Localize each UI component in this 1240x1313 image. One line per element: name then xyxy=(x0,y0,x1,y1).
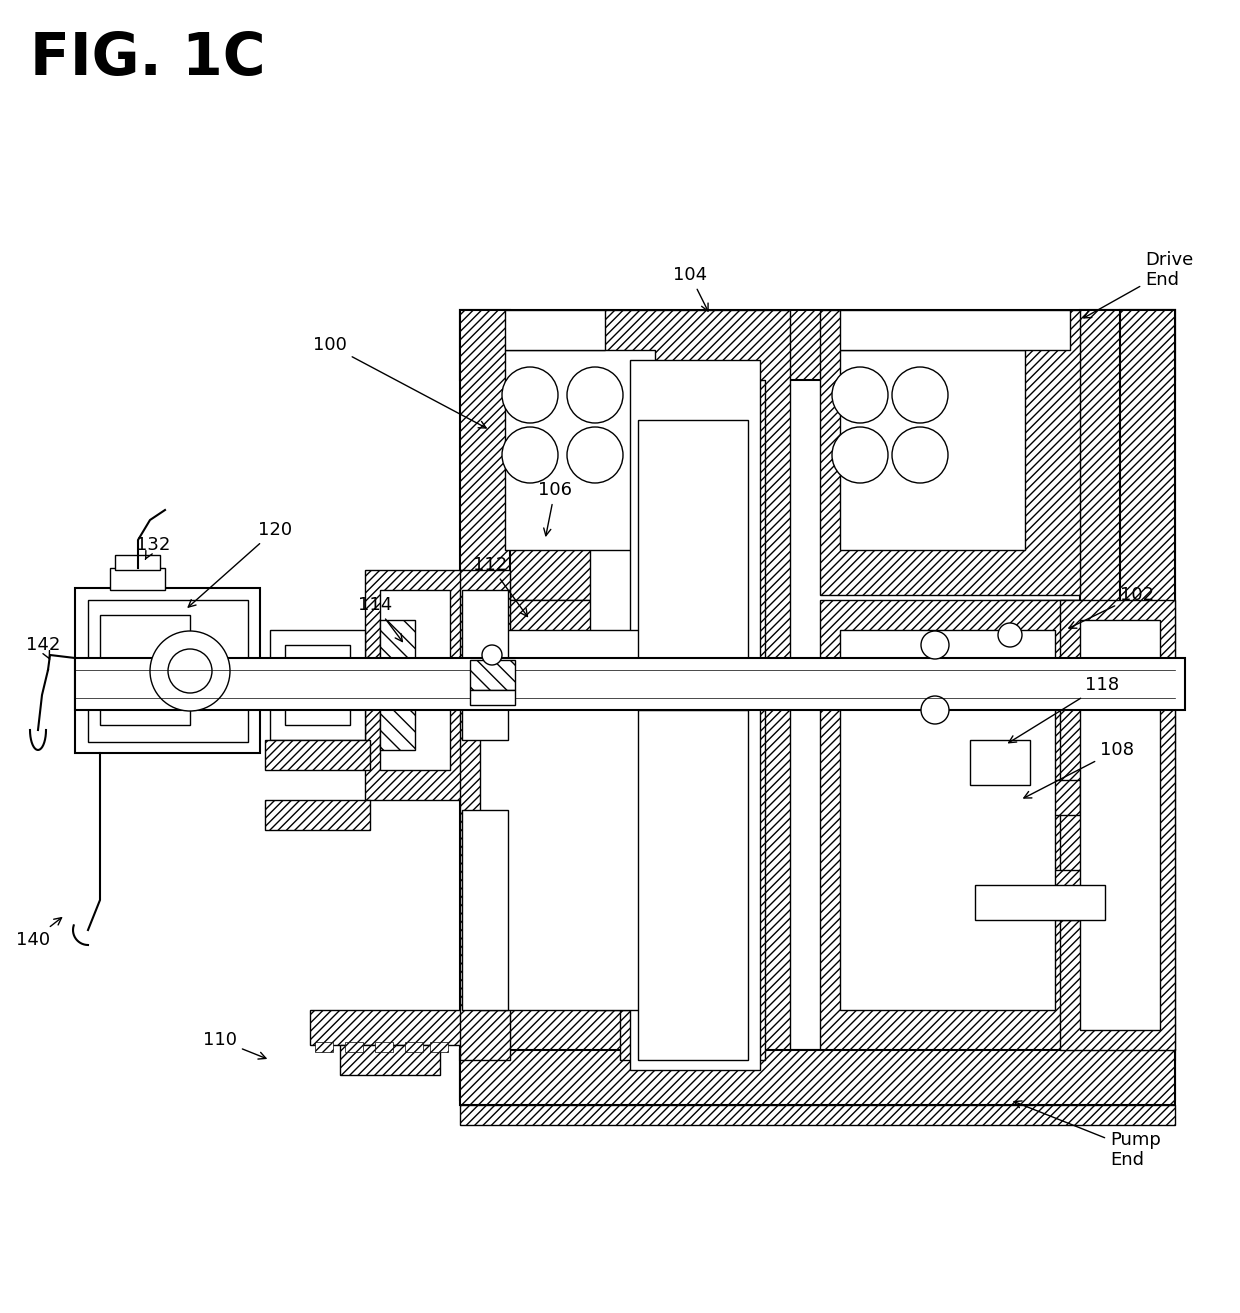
Bar xyxy=(460,1050,1176,1106)
Bar xyxy=(74,658,1185,710)
Bar xyxy=(1120,310,1176,1060)
Bar xyxy=(463,590,508,741)
Circle shape xyxy=(892,368,949,423)
Circle shape xyxy=(832,427,888,483)
Bar xyxy=(430,1043,448,1052)
Bar xyxy=(630,360,760,1070)
Bar xyxy=(960,871,1135,920)
Bar xyxy=(970,741,1030,785)
Bar xyxy=(590,429,665,1010)
Bar xyxy=(265,800,370,830)
Bar xyxy=(265,741,370,769)
Text: 102: 102 xyxy=(1069,586,1154,628)
Text: FIG. 1C: FIG. 1C xyxy=(30,30,265,87)
Text: 108: 108 xyxy=(1024,741,1135,798)
Bar xyxy=(839,351,1025,550)
Bar xyxy=(940,780,1080,815)
Bar xyxy=(405,1043,423,1052)
Text: 118: 118 xyxy=(1008,676,1120,743)
Bar xyxy=(460,840,560,1050)
Bar xyxy=(460,310,510,1060)
Circle shape xyxy=(921,696,949,723)
Bar xyxy=(820,310,1080,595)
Text: Drive
End: Drive End xyxy=(1084,251,1193,318)
Circle shape xyxy=(502,368,558,423)
Circle shape xyxy=(832,368,888,423)
Bar xyxy=(480,630,645,1010)
Text: 112: 112 xyxy=(472,555,527,617)
Bar xyxy=(460,570,510,1060)
Text: 110: 110 xyxy=(203,1031,265,1060)
Bar xyxy=(285,645,350,725)
Bar xyxy=(556,379,701,1050)
Text: 104: 104 xyxy=(673,267,708,311)
Bar xyxy=(505,351,655,550)
Text: 140: 140 xyxy=(16,918,62,949)
Bar xyxy=(365,570,465,800)
Bar xyxy=(1080,310,1176,1050)
Text: 120: 120 xyxy=(188,521,293,607)
Bar xyxy=(74,588,260,752)
Circle shape xyxy=(567,368,622,423)
Text: Pump
End: Pump End xyxy=(1014,1100,1161,1170)
Text: 142: 142 xyxy=(26,635,60,659)
Bar xyxy=(1060,600,1176,1050)
Bar xyxy=(1080,620,1159,1029)
Bar xyxy=(315,1043,334,1052)
Bar xyxy=(88,600,248,742)
Bar xyxy=(975,885,1105,920)
Bar xyxy=(639,658,748,710)
Bar xyxy=(460,1050,1176,1100)
Text: 114: 114 xyxy=(358,596,403,642)
Bar xyxy=(600,310,790,1070)
Bar xyxy=(100,614,190,725)
Bar xyxy=(505,310,605,351)
Bar xyxy=(374,1043,393,1052)
Bar xyxy=(820,600,1085,1050)
Bar xyxy=(620,379,765,1060)
Bar xyxy=(470,691,515,705)
Bar xyxy=(460,310,689,600)
Bar xyxy=(999,600,1080,691)
Bar xyxy=(839,310,1070,351)
Bar xyxy=(110,569,165,590)
Bar xyxy=(470,660,515,691)
Circle shape xyxy=(167,649,212,693)
Circle shape xyxy=(502,427,558,483)
Bar xyxy=(310,1010,465,1045)
Bar xyxy=(460,600,689,1050)
Bar xyxy=(379,620,415,670)
Circle shape xyxy=(892,427,949,483)
Bar xyxy=(270,630,365,741)
Bar xyxy=(340,1045,440,1075)
Bar xyxy=(839,630,1055,1010)
Text: 100: 100 xyxy=(312,336,486,428)
Bar xyxy=(463,810,508,1010)
Circle shape xyxy=(921,632,949,659)
Bar xyxy=(460,310,1176,379)
Bar xyxy=(115,555,160,570)
Circle shape xyxy=(150,632,229,712)
Circle shape xyxy=(998,622,1022,647)
Bar xyxy=(999,750,1080,850)
Bar xyxy=(379,700,415,750)
Bar xyxy=(460,1106,1176,1125)
Text: 106: 106 xyxy=(538,481,572,536)
Circle shape xyxy=(482,645,502,664)
Text: 132: 132 xyxy=(135,536,170,559)
Bar xyxy=(345,1043,363,1052)
Bar xyxy=(460,379,560,600)
Circle shape xyxy=(567,427,622,483)
Bar xyxy=(639,420,748,1060)
Bar xyxy=(379,590,450,769)
